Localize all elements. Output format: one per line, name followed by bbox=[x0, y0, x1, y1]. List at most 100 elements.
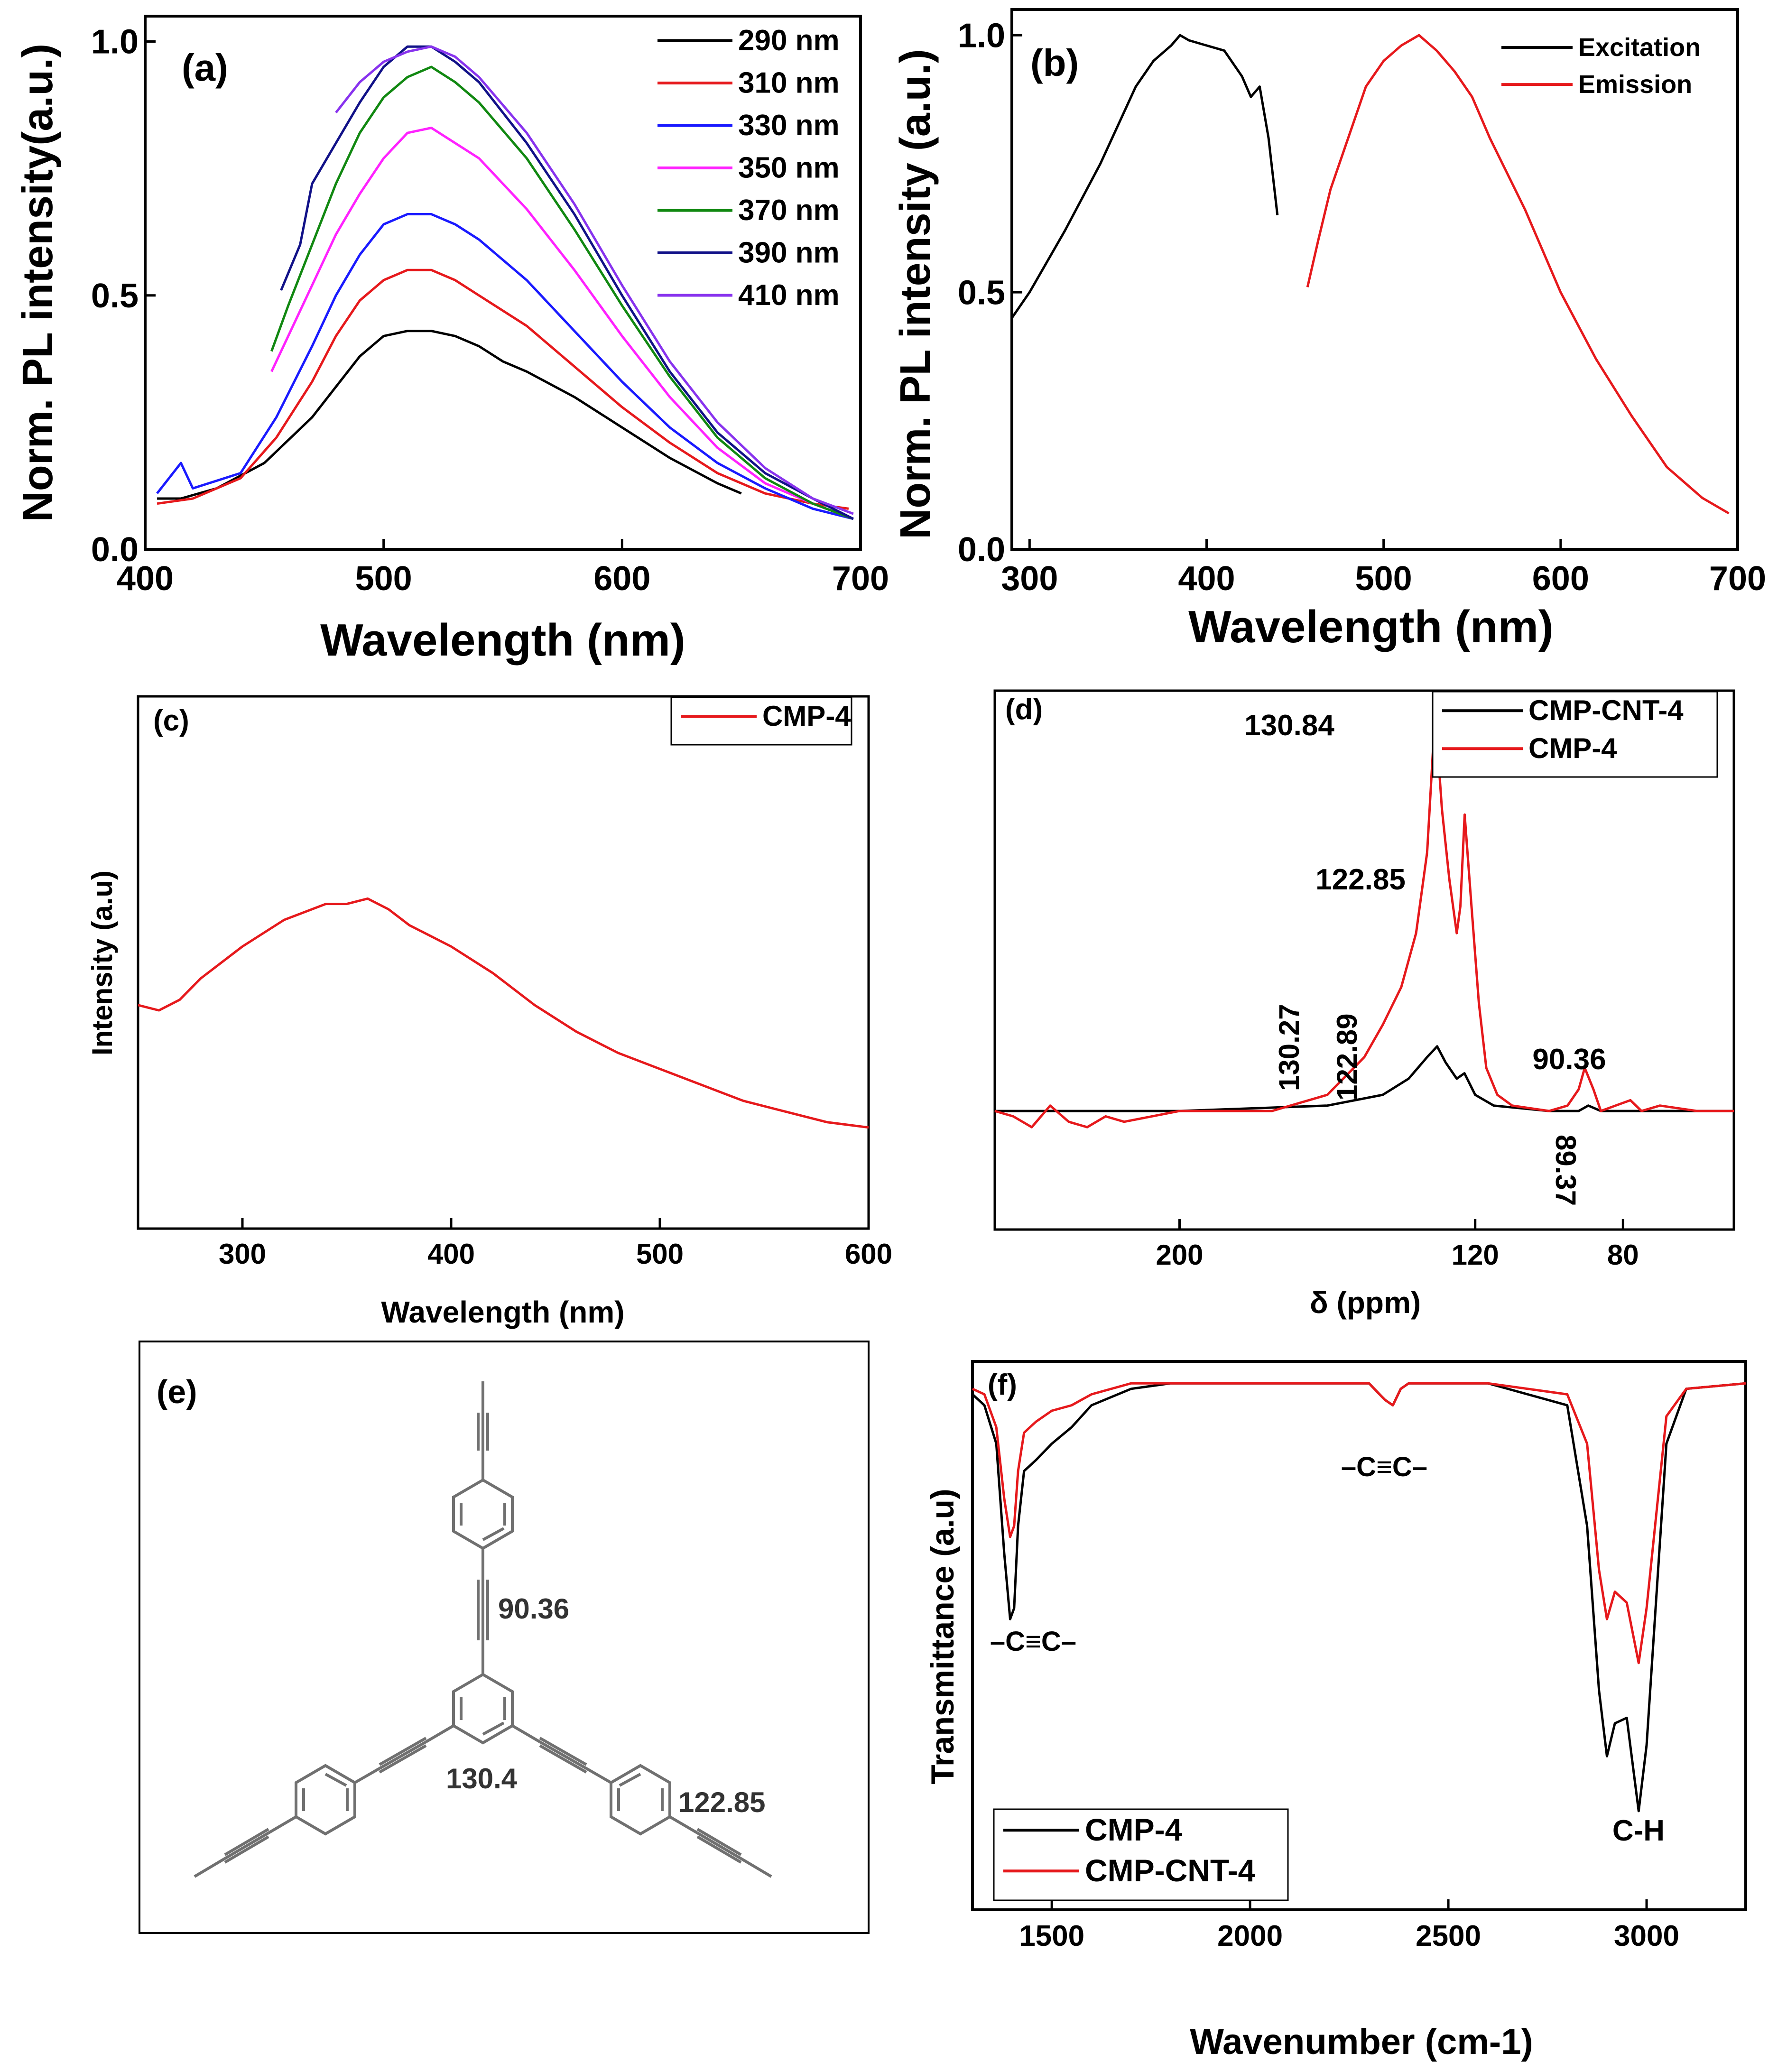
series-line-excitation bbox=[1010, 34, 1279, 319]
panel-c-xlabel: Wavelength (nm) bbox=[381, 1295, 624, 1329]
d-peak-122-89: 122.89 bbox=[1331, 1013, 1363, 1101]
legend-label: 310 nm bbox=[738, 67, 840, 100]
legend-label: CMP-4 bbox=[1528, 732, 1617, 764]
x-tick-label: 500 bbox=[1355, 560, 1412, 598]
x-tick-label: 600 bbox=[845, 1238, 892, 1270]
series-line-350-nm bbox=[270, 127, 854, 520]
legend-box bbox=[993, 1808, 1289, 1901]
legend-label: 350 nm bbox=[738, 152, 840, 185]
panel-c-legend: CMP-4 bbox=[670, 696, 852, 746]
series-line-cmp-4 bbox=[994, 711, 1734, 1128]
x-tick-label: 600 bbox=[593, 560, 650, 598]
label-90-36: 90.36 bbox=[498, 1593, 569, 1625]
panel-d-legend: CMP-CNT-4 CMP-4 bbox=[1432, 691, 1718, 778]
series-line-cmp-cnt-4 bbox=[995, 1045, 1734, 1112]
series-line-410-nm bbox=[335, 45, 854, 515]
x-tick-label: 2500 bbox=[1416, 1920, 1481, 1952]
panel-c-label: (c) bbox=[153, 704, 189, 737]
series-line-310-nm bbox=[157, 268, 849, 510]
panel-f-ticks: 1500 2000 2500 3000 bbox=[1019, 1899, 1679, 1952]
series-line-330-nm bbox=[156, 213, 854, 520]
legend-label: CMP-CNT-4 bbox=[1085, 1853, 1256, 1888]
legend-label: 370 nm bbox=[738, 194, 840, 227]
x-tick-label: 80 bbox=[1607, 1239, 1639, 1271]
x-tick-label: 2000 bbox=[1217, 1920, 1283, 1952]
d-peak-122-85: 122.85 bbox=[1315, 863, 1406, 896]
legend-label: CMP-4 bbox=[762, 700, 851, 732]
label-122-85: 122.85 bbox=[678, 1786, 766, 1818]
panel-d-xlabel: δ (ppm) bbox=[1310, 1286, 1421, 1320]
y-tick-label: 1.0 bbox=[958, 17, 1005, 55]
panel-d-ticks: 200 120 80 bbox=[1156, 1219, 1639, 1271]
panel-d: 200 120 80 (d) δ (ppm) CMP-CNT-4 CMP-4 130.… bbox=[993, 689, 1735, 1320]
panel-c-ylabel: Intensity (a.u) bbox=[86, 870, 118, 1055]
f-annot-ch: C-H bbox=[1612, 1814, 1665, 1847]
legend-label: 290 nm bbox=[738, 24, 840, 57]
x-tick-label: 3000 bbox=[1614, 1920, 1679, 1952]
panel-d-series bbox=[994, 711, 1734, 1128]
panel-a-legend: 290 nm 310 nm 330 nm 350 nm 370 nm 390 nm 410 … bbox=[657, 24, 840, 312]
legend-label: Excitation bbox=[1578, 33, 1701, 62]
x-tick-label: 1500 bbox=[1019, 1920, 1084, 1952]
x-tick-label: 400 bbox=[427, 1238, 475, 1270]
panel-a: 400 500 600 700 0.0 0.5 1.0 (a) Wavelength (nm… bbox=[14, 15, 889, 666]
legend-label: 410 nm bbox=[738, 279, 840, 312]
y-tick-label: 0.0 bbox=[958, 531, 1005, 569]
panel-b-xlabel: Wavelength (nm) bbox=[1188, 601, 1554, 652]
d-peak-90-36: 90.36 bbox=[1532, 1043, 1606, 1076]
y-tick-label: 0.5 bbox=[958, 274, 1005, 312]
series-line-emission bbox=[1306, 34, 1730, 515]
x-tick-label: 600 bbox=[1532, 560, 1589, 598]
panel-b-legend: Excitation Emission bbox=[1501, 33, 1701, 99]
label-130-4: 130.4 bbox=[446, 1763, 518, 1794]
f-annot-ctriple-left: –C≡C– bbox=[990, 1626, 1076, 1657]
panel-b-ticks: 300 400 500 600 700 0.0 0.5 1.0 bbox=[958, 17, 1766, 598]
legend-label: CMP-4 bbox=[1085, 1812, 1183, 1847]
panel-a-series bbox=[156, 45, 854, 520]
panel-f: 1500 2000 2500 3000 (f) Wavenumber (cm-1) T… bbox=[925, 1360, 1747, 2062]
y-tick-label: 1.0 bbox=[91, 23, 139, 61]
legend-label: Emission bbox=[1578, 70, 1692, 99]
panel-e-label: (e) bbox=[157, 1373, 197, 1410]
panel-a-frame bbox=[144, 15, 862, 551]
legend-label: 390 nm bbox=[738, 237, 840, 269]
legend-label: CMP-CNT-4 bbox=[1528, 694, 1684, 726]
legend-box bbox=[670, 696, 852, 746]
panel-a-ticks: 400 500 600 700 0.0 0.5 1.0 bbox=[91, 23, 889, 598]
x-tick-label: 500 bbox=[636, 1238, 684, 1270]
legend-label: 330 nm bbox=[738, 109, 840, 142]
x-tick-label: 700 bbox=[1709, 560, 1766, 598]
panel-d-frame bbox=[993, 689, 1735, 1231]
x-tick-label: 200 bbox=[1156, 1239, 1203, 1271]
x-tick-label: 300 bbox=[219, 1238, 266, 1270]
panel-b-frame bbox=[1010, 8, 1739, 551]
y-tick-label: 0.5 bbox=[91, 277, 139, 315]
panel-c-series bbox=[138, 897, 869, 1129]
panel-f-series bbox=[972, 1382, 1746, 1813]
series-line-290-nm bbox=[157, 330, 742, 500]
panel-b-series bbox=[1010, 34, 1730, 515]
y-tick-label: 0.0 bbox=[91, 531, 139, 569]
d-peak-130-27: 130.27 bbox=[1273, 1004, 1305, 1091]
ring-center bbox=[452, 1673, 514, 1745]
panel-c-ticks: 300 400 500 600 bbox=[219, 1218, 892, 1270]
panel-c: 300 400 500 600 (c) Wavelength (nm) Intensi… bbox=[86, 695, 892, 1329]
panel-f-xlabel: Wavenumber (cm-1) bbox=[1190, 2022, 1533, 2062]
panel-a-ylabel: Norm. PL intensity(a.u.) bbox=[14, 44, 62, 522]
series-line-cmp-4 bbox=[138, 897, 869, 1129]
panel-f-ylabel: Transmittance (a.u) bbox=[925, 1489, 961, 1785]
panel-b: 300 400 500 600 700 0.0 0.5 1.0 (b) Wavelength … bbox=[892, 8, 1766, 652]
panel-d-label: (d) bbox=[1005, 693, 1043, 726]
x-tick-label: 400 bbox=[117, 560, 174, 598]
panel-f-legend: CMP-4 CMP-CNT-4 bbox=[993, 1808, 1289, 1901]
x-tick-label: 400 bbox=[1178, 560, 1235, 598]
panel-a-xlabel: Wavelength (nm) bbox=[320, 615, 685, 666]
legend-box bbox=[1432, 691, 1718, 778]
panel-f-frame bbox=[971, 1360, 1747, 1911]
f-annot-ctriple-mid: –C≡C– bbox=[1341, 1452, 1427, 1482]
x-tick-label: 120 bbox=[1452, 1239, 1499, 1271]
series-line-cmp-cnt-4 bbox=[972, 1382, 1746, 1665]
x-tick-label: 700 bbox=[832, 560, 889, 598]
panel-e: (e) bbox=[139, 1341, 870, 1934]
